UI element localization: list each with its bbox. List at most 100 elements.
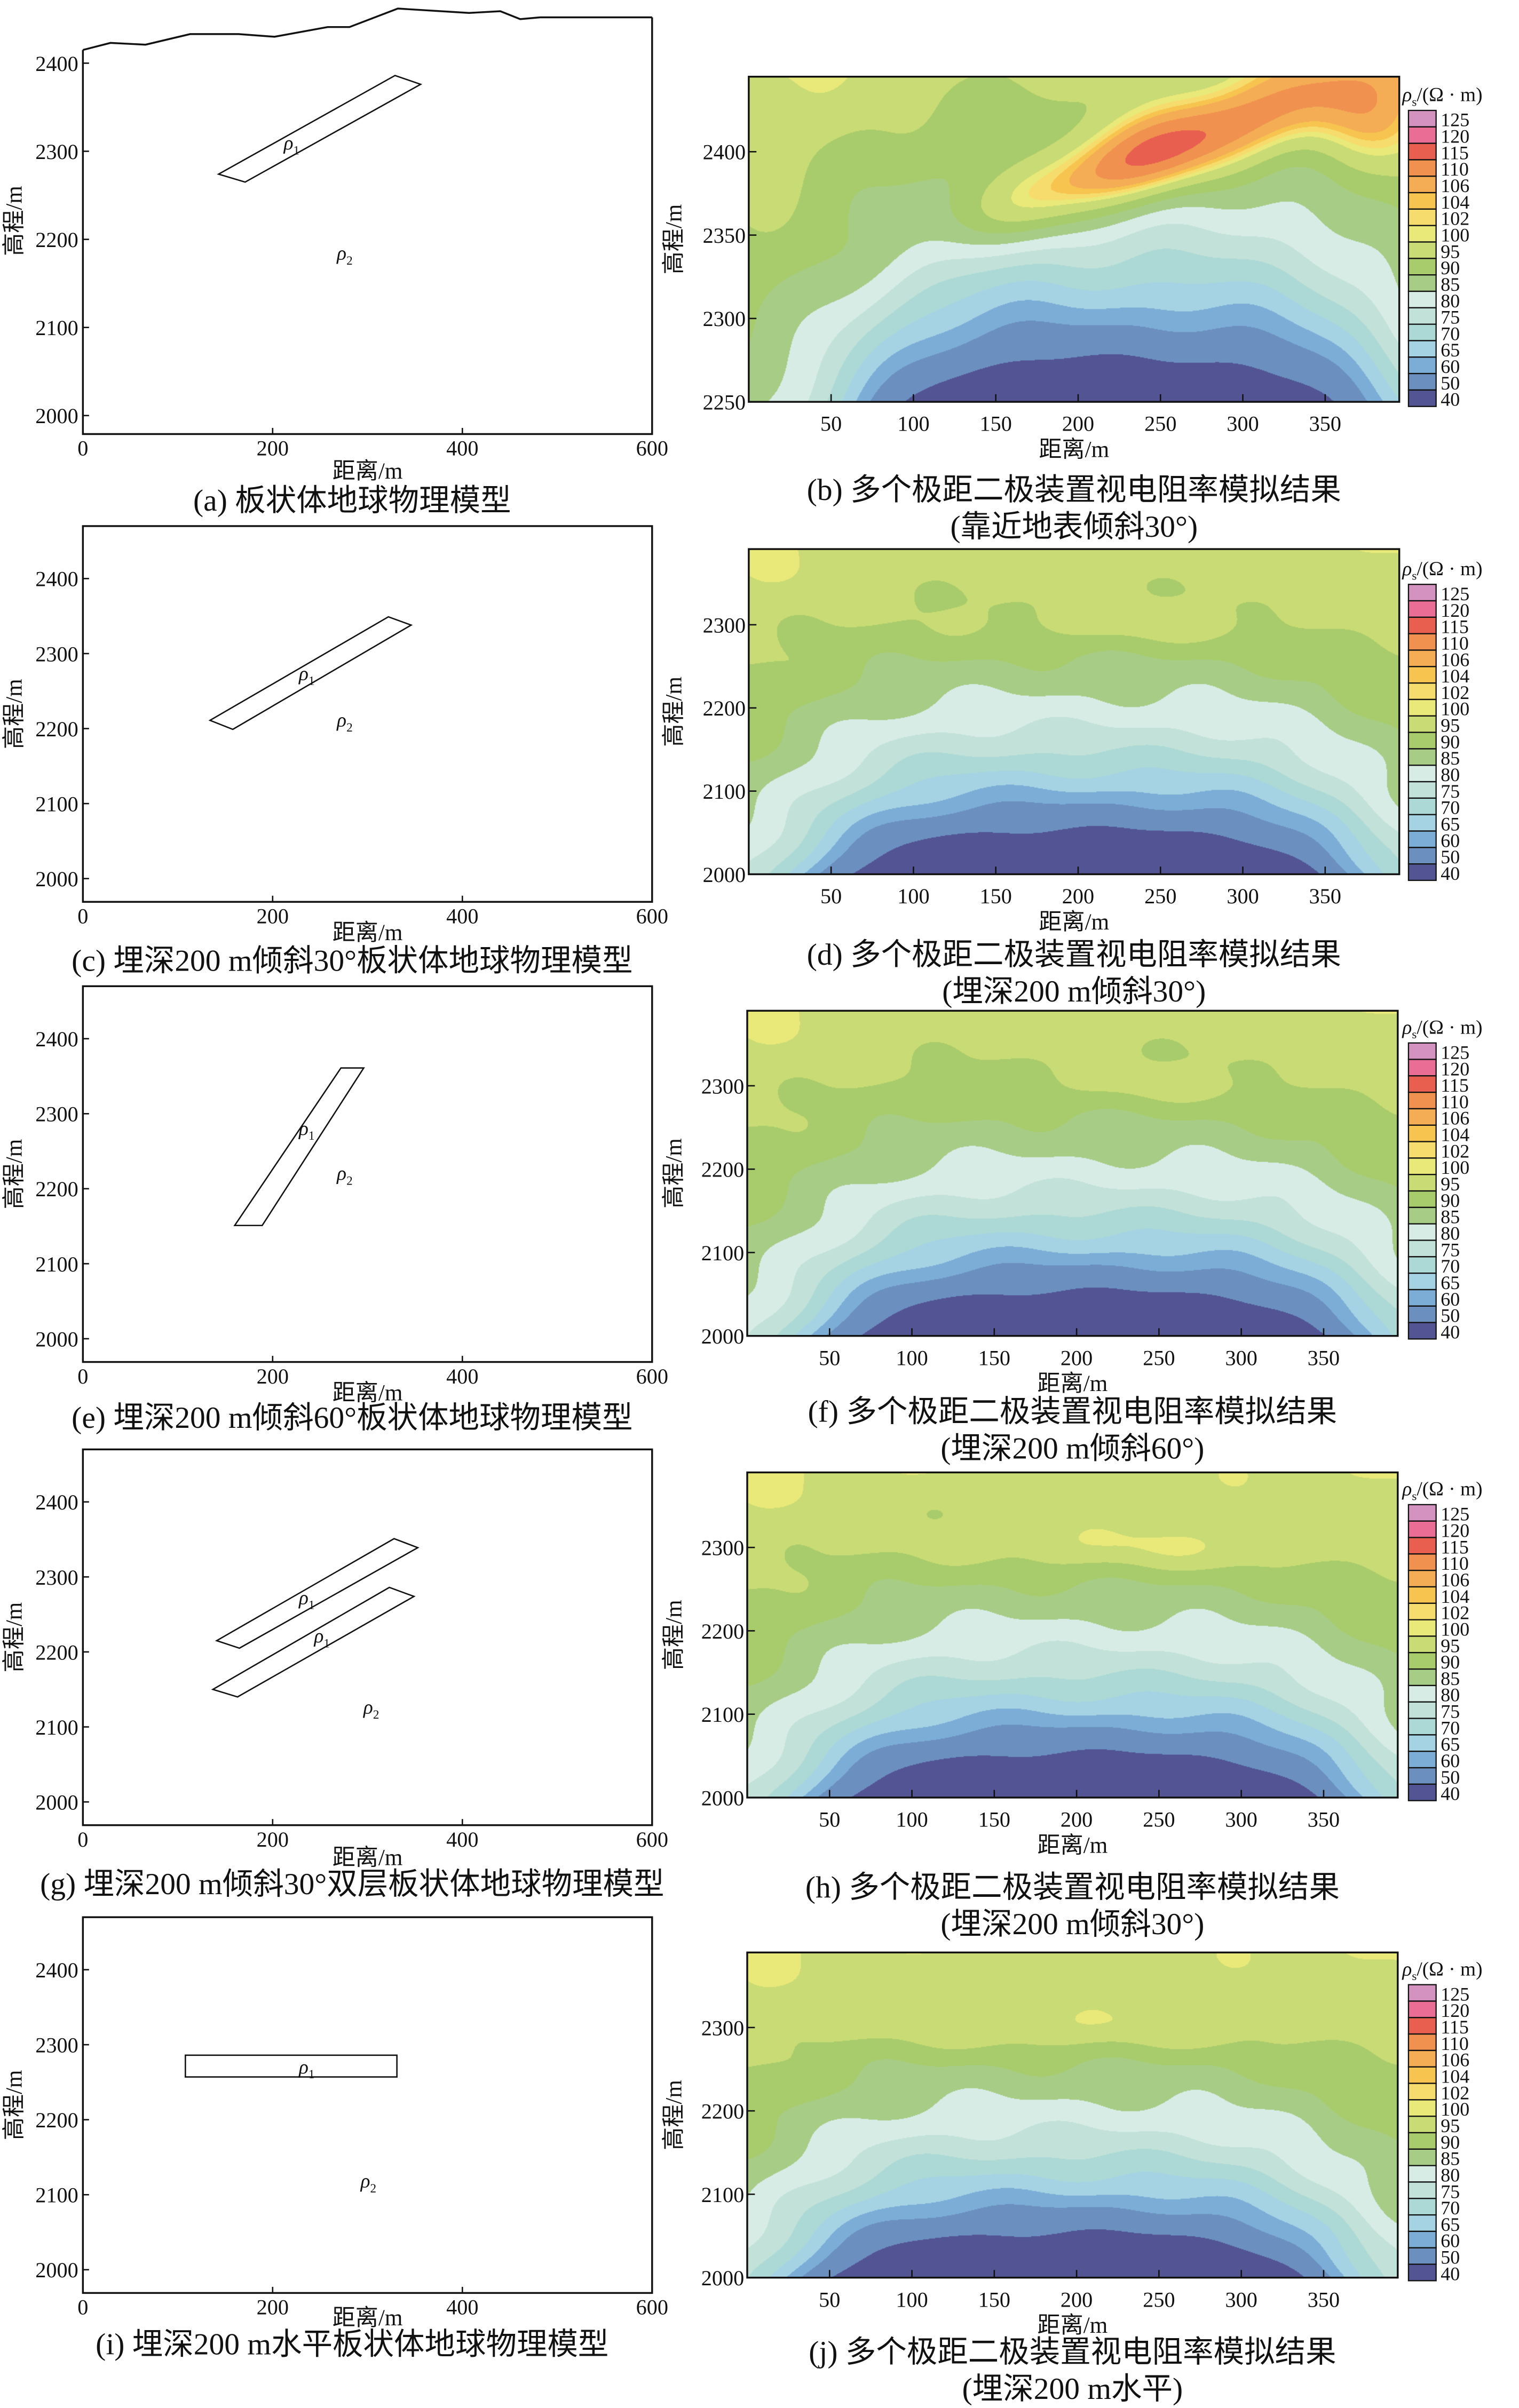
x-tick-label: 50 [819,1346,840,1370]
y-tick-label: 2350 [703,224,746,248]
colorbar-swatch-75 [1407,1701,1437,1719]
colorbar-swatch-85 [1407,2148,1437,2166]
colorbar-label: 80 [1441,1222,1460,1244]
colorbar-swatch-50 [1407,2247,1437,2265]
colorbar-swatch-102 [1407,1141,1437,1159]
y-tick-label: 2400 [35,567,78,591]
colorbar-title: ρs/(Ω · m) [1402,1479,1482,1503]
colorbar-label: 95 [1441,1173,1460,1195]
colorbar-label: 60 [1441,830,1460,851]
colorbar-label: 104 [1441,1586,1469,1607]
x-tick-label: 350 [1309,884,1341,908]
y-tick-label: 2400 [35,1490,78,1514]
colorbar-label: 125 [1441,109,1469,131]
rho-subscript: s [1412,95,1417,108]
x-tick-label: 200 [257,1364,289,1388]
y-tick-label: 2200 [701,1158,744,1182]
rho-subscript: s [1412,1489,1417,1503]
colorbar-label: 95 [1441,1635,1460,1656]
rho-symbol: ρ [363,1696,373,1718]
y-axis-label: 高程/m [2,186,27,256]
x-tick-label: 100 [896,1808,928,1832]
colorbar-swatch-100 [1407,225,1437,243]
colorbar-swatch-85 [1407,748,1437,766]
y-axis-label: 高程/m [2,1602,27,1673]
colorbar-label: 102 [1441,208,1469,229]
colorbar-swatch-102 [1407,2083,1437,2101]
colorbar-label: 100 [1441,224,1469,245]
colorbar-swatch-125 [1407,584,1437,602]
y-tick-label: 2200 [703,696,746,720]
x-tick-label: 0 [77,2295,88,2319]
colorbar-label: 104 [1441,192,1469,213]
unit-label: /(Ω · m) [1417,1016,1482,1038]
y-axis-label: 高程/m [661,677,686,747]
colorbar-swatch-102 [1407,1602,1437,1620]
colorbar-label: 80 [1441,2164,1460,2186]
x-tick-label: 250 [1143,1808,1175,1832]
colorbar-label: 90 [1441,1190,1460,1211]
colorbar-label: 80 [1441,764,1460,785]
y-tick-label: 2100 [35,316,78,340]
colorbar-swatch-106 [1407,649,1437,667]
x-axis-label: 距离/m [1038,1371,1108,1396]
y-axis-label: 高程/m [661,1600,686,1670]
rho-subscript: 1 [323,1636,330,1650]
colorbar-swatch-110 [1407,1091,1437,1110]
y-tick-label: 2100 [701,1241,744,1265]
colorbar-label: 110 [1441,2033,1469,2054]
colorbar-label: 100 [1441,1618,1469,1640]
colorbar: ρs/(Ω · m)125120115110106104102100959085… [1402,84,1482,410]
rho2-label: ρ2 [363,1696,379,1721]
x-tick-label: 350 [1308,1808,1340,1832]
y-axis-label: 高程/m [2,1139,27,1210]
rho1-label: ρ1 [313,1625,330,1650]
rho-subscript: 1 [308,2068,315,2081]
colorbar-title: ρs/(Ω · m) [1402,1016,1482,1041]
colorbar-label: 50 [1441,1767,1460,1788]
colorbar-swatch-70 [1407,2198,1437,2216]
colorbar-swatch-115 [1407,2017,1437,2035]
panel-e: 0 200 400 60020002100220023002400ρ1ρ2高程/m距离… [2,985,668,1435]
y-tick-label: 2400 [35,1027,78,1051]
rho-subscript: 2 [346,1174,353,1188]
colorbar-swatch-75 [1407,1239,1437,1258]
plate-body [208,616,413,730]
y-tick-label: 2100 [703,780,746,804]
colorbar: ρs/(Ω · m)125120115110106104102100959085… [1402,558,1482,884]
panel-caption: (a) 板状体地球物理模型 [193,484,511,518]
colorbar-swatch-65 [1407,814,1437,832]
y-tick-label: 2200 [35,2108,78,2132]
terrain-surface-line [82,7,652,51]
colorbar-label: 115 [1441,1075,1469,1096]
colorbar-swatch-125 [1407,109,1437,128]
colorbar-label: 104 [1441,1124,1469,1146]
colorbar-swatch-60 [1407,830,1437,848]
x-tick-label: 250 [1143,1346,1175,1370]
resistivity-contour-map [748,76,1399,402]
colorbar-title: ρs/(Ω · m) [1402,558,1482,583]
colorbar-label: 75 [1441,1701,1460,1722]
x-tick-label: 150 [980,412,1012,436]
rho2-label: ρ2 [336,1163,353,1188]
rho-subscript: 1 [294,144,300,157]
x-axis-label: 距离/m [333,458,403,484]
panel-g: 0 200 400 60020002100220023002400ρ1ρ1ρ2高程/m… [2,1448,668,1901]
y-tick-label: 2200 [35,228,78,252]
colorbar-swatch-90 [1407,1652,1437,1670]
plate-body [211,1586,416,1698]
y-tick-label: 2100 [35,792,78,816]
y-tick-label: 2300 [35,140,78,164]
colorbar-swatch-60 [1407,356,1437,375]
colorbar-swatch-106 [1407,2049,1437,2068]
y-tick-label: 2250 [703,390,746,414]
y-tick-label: 2100 [701,2183,744,2207]
panel-caption-line2: (靠近地表倾斜30°) [950,510,1198,544]
rho-subscript: 2 [346,254,353,268]
colorbar-swatch-40 [1407,389,1437,407]
colorbar-swatch-40 [1407,1783,1437,1801]
colorbar-label: 70 [1441,2197,1460,2219]
rho-subscript: 2 [346,721,353,735]
colorbar-swatch-90 [1407,258,1437,276]
colorbar-swatch-60 [1407,1289,1437,1307]
